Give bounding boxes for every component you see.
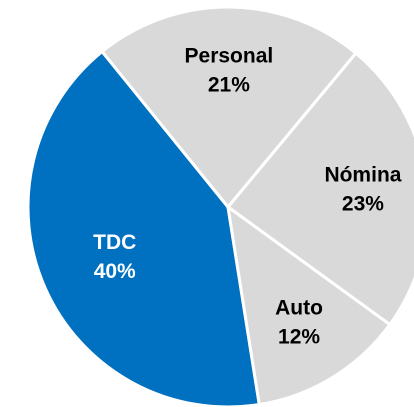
pie-slice [225, 51, 414, 327]
slice-label: TDC [93, 231, 136, 254]
slice-value-label: 40% [94, 260, 136, 283]
pie-slice [26, 49, 262, 407]
slice-value-label: 23% [342, 193, 384, 216]
slice-label: Personal [185, 45, 274, 68]
pie-slice [100, 5, 359, 210]
pie-slice [225, 203, 392, 407]
slice-value-label: 21% [208, 74, 250, 97]
slice-label: Auto [275, 297, 323, 320]
slice-label: Nómina [324, 164, 401, 187]
slice-value-label: 12% [278, 326, 320, 349]
